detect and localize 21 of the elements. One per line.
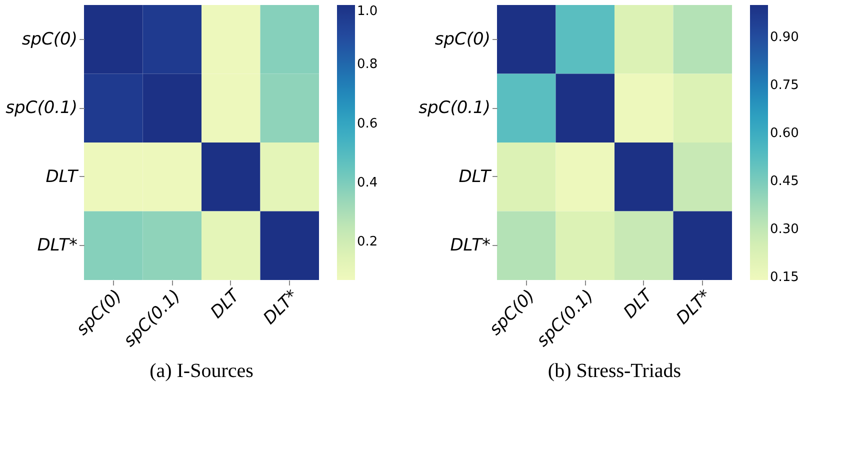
y-tick-label: DLT [458,166,492,187]
color-bar-label: 0.45 [770,174,799,189]
color-bar-label: 0.30 [770,222,799,237]
y-tick-label: spC(0) [434,29,490,50]
color-bar-label: 0.6 [357,116,378,132]
color-bar-label: 0.4 [357,175,378,190]
color-bar-label: 0.2 [357,234,378,250]
color-bar-label: 0.8 [357,57,378,72]
color-bar-label: 0.60 [770,126,799,141]
text: (b) Stress-Triads [548,360,682,382]
y-tick-label: DLT [46,166,80,187]
y-tick-label: spC(0) [22,29,78,50]
y-tick-label: DLT* [450,236,490,256]
y-tick-label: DLT* [37,236,78,256]
color-bar-label: 0.90 [770,30,799,45]
color-bar-label: 0.75 [770,78,799,93]
text: (a) I-Sources [150,360,254,382]
y-tick-label: spC(0.1) [418,98,490,118]
color-bar-label: 1.0 [357,4,378,19]
color-bar-label: 0.15 [770,270,799,285]
y-tick-label: spC(0.1) [6,98,78,118]
